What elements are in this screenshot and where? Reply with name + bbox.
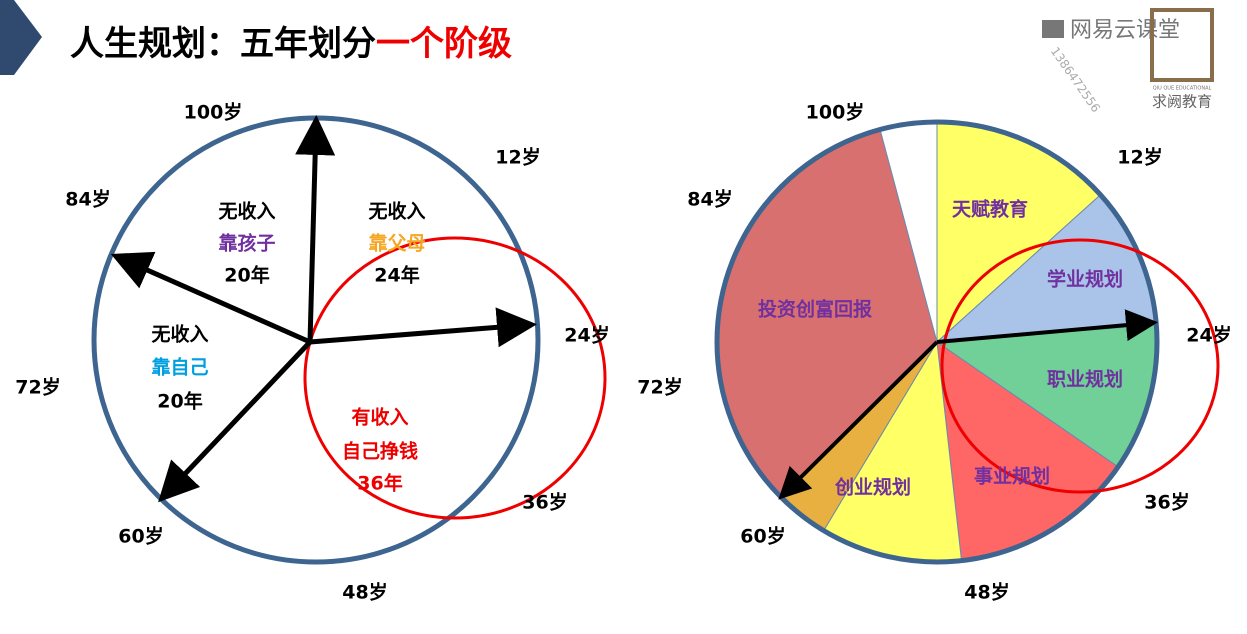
age-label: 12岁	[495, 146, 540, 169]
age-label: 100岁	[806, 101, 865, 124]
arrows	[778, 309, 1158, 500]
title: 人生规划：五年划分一个阶级	[70, 24, 512, 64]
segment-label: 事业规划	[974, 465, 1050, 488]
sector-text: 靠父母	[368, 233, 425, 255]
segment-label: 创业规划	[834, 476, 911, 499]
segment-label: 职业规划	[1047, 368, 1123, 391]
age-label: 24岁	[1186, 324, 1231, 347]
age-label: 84岁	[65, 188, 110, 211]
age-label: 60岁	[740, 525, 785, 548]
red-circle	[940, 238, 1220, 494]
brand: 网易云课堂	[1070, 18, 1180, 43]
segment-label: 学业规划	[1047, 268, 1123, 291]
segment-label: 天赋教育	[952, 198, 1028, 221]
sector-text: 24年	[374, 264, 419, 287]
sector-text: 无收入	[368, 200, 425, 223]
brand-icon	[1042, 20, 1064, 38]
age-label: 24岁	[564, 324, 609, 347]
red-circle	[303, 236, 607, 520]
watermark: 网易云课堂 1386472556 QIU QUE EDUCATIONAL 求阙教…	[1042, 8, 1214, 115]
age-label: 60岁	[118, 525, 163, 548]
logo-cn: 求阙教育	[1152, 93, 1212, 111]
logo-en: QIU QUE EDUCATIONAL	[1153, 86, 1212, 92]
age-label: 72岁	[637, 376, 682, 399]
sector-text: 36年	[357, 472, 402, 495]
pie-border	[714, 119, 1160, 565]
sector-text: 有收入	[351, 406, 408, 429]
phone: 1386472556	[1048, 44, 1103, 115]
sector-text: 20年	[224, 264, 269, 287]
sector-text: 无收入	[151, 323, 208, 346]
right-diagram: 100岁 12岁 24岁 36岁 48岁 60岁 72岁 84岁 天赋教育 学业规划 职业规划…	[637, 101, 1231, 604]
sector-text: 靠孩子	[218, 232, 275, 255]
header: 人生规划：五年划分一个阶级	[0, 0, 512, 75]
age-label: 36岁	[522, 491, 567, 514]
title-red: 一个阶级	[376, 24, 512, 64]
sector-text: 无收入	[218, 200, 275, 223]
sector-text: 靠自己	[151, 356, 208, 379]
age-label: 72岁	[15, 376, 60, 399]
age-label: 36岁	[1144, 491, 1189, 514]
arrows	[110, 115, 537, 503]
age-label: 48岁	[342, 581, 387, 604]
segment-label: 投资创富回报	[758, 298, 872, 321]
chevron	[0, 0, 42, 75]
left-diagram: 100岁 12岁 24岁 36岁 48岁 60岁 72岁 84岁 无收入 靠父母 24年 无收…	[15, 101, 609, 604]
age-label: 100岁	[184, 101, 243, 124]
sector-text: 自己挣钱	[342, 440, 418, 463]
age-label: 84岁	[687, 188, 732, 211]
title-black: 人生规划：五年划分	[70, 24, 376, 64]
age-label: 12岁	[1117, 146, 1162, 169]
logo-box	[1150, 8, 1214, 82]
sector-text: 20年	[157, 390, 202, 413]
age-label: 48岁	[964, 581, 1009, 604]
